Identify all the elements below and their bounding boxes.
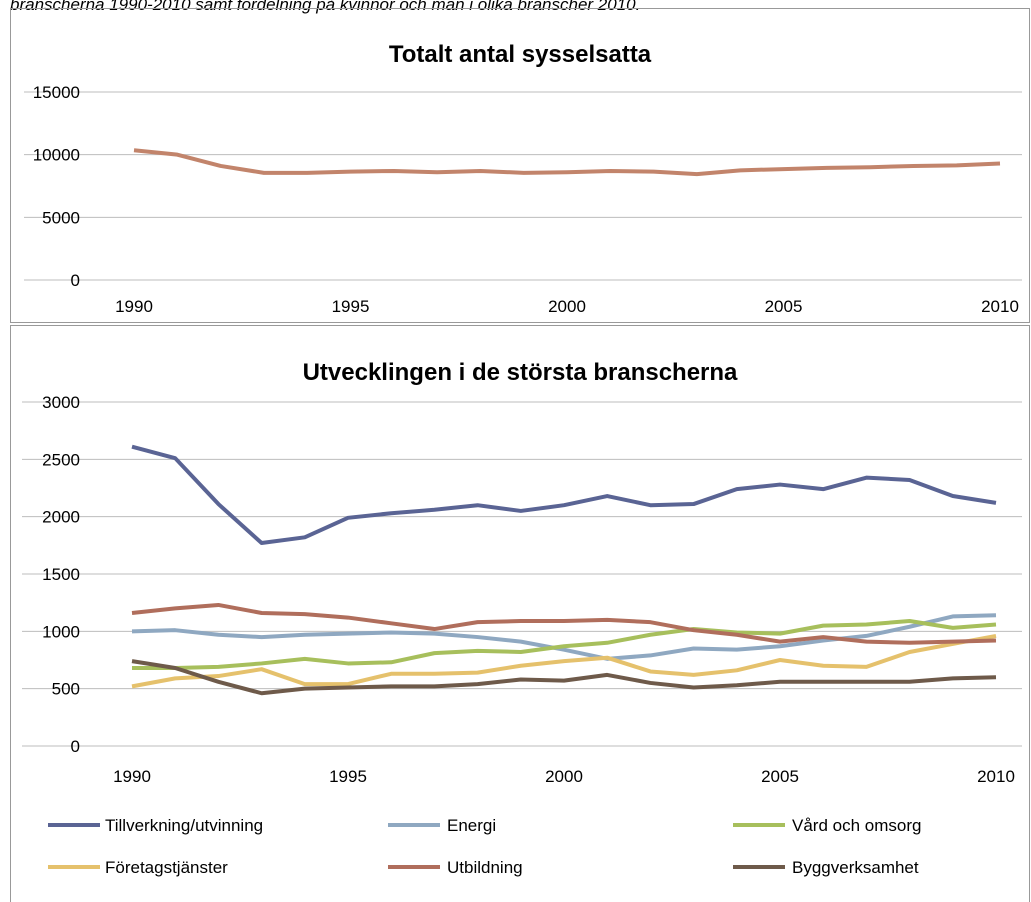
y-tick-label: 5000 xyxy=(42,208,80,227)
series-line xyxy=(131,659,997,696)
chart-title: Totalt antal sysselsatta xyxy=(389,41,652,68)
caption: branscherna 1990-2010 samt fördelning på… xyxy=(10,0,640,14)
series-line xyxy=(132,619,997,671)
x-tick-label: 2005 xyxy=(761,767,799,786)
y-tick-label: 2500 xyxy=(42,450,80,469)
x-tick-label: 2000 xyxy=(548,297,586,316)
y-tick-label: 3000 xyxy=(42,393,80,412)
chart-frame xyxy=(10,325,1030,902)
x-tick-label: 2000 xyxy=(545,767,583,786)
chart-frame xyxy=(10,8,1030,323)
series-line xyxy=(133,148,1001,177)
legend-label: Vård och omsorg xyxy=(792,816,921,835)
y-tick-label: 0 xyxy=(71,737,80,756)
series-line xyxy=(131,602,997,645)
legend-label: Utbildning xyxy=(447,858,523,877)
y-tick-label: 2000 xyxy=(42,508,80,527)
x-tick-label: 1990 xyxy=(113,767,151,786)
x-tick-label: 2010 xyxy=(981,297,1019,316)
legend-label: Tillverkning/utvinning xyxy=(105,816,263,835)
y-tick-label: 0 xyxy=(71,271,80,290)
chart-title: Utvecklingen i de största branscherna xyxy=(303,359,738,386)
x-tick-label: 1995 xyxy=(332,297,370,316)
y-tick-label: 1000 xyxy=(42,622,80,641)
x-tick-label: 1990 xyxy=(115,297,153,316)
legend-label: Byggverksamhet xyxy=(792,858,919,877)
y-tick-label: 15000 xyxy=(33,83,80,102)
series-line xyxy=(131,613,997,661)
legend-label: Företagstjänster xyxy=(105,858,228,877)
y-tick-label: 500 xyxy=(52,680,80,699)
x-tick-label: 2005 xyxy=(765,297,803,316)
y-tick-label: 1500 xyxy=(42,565,80,584)
x-tick-label: 1995 xyxy=(329,767,367,786)
series-line xyxy=(131,444,997,546)
y-tick-label: 10000 xyxy=(33,146,80,165)
x-tick-label: 2010 xyxy=(977,767,1015,786)
series-line xyxy=(131,633,997,689)
legend-label: Energi xyxy=(447,816,496,835)
